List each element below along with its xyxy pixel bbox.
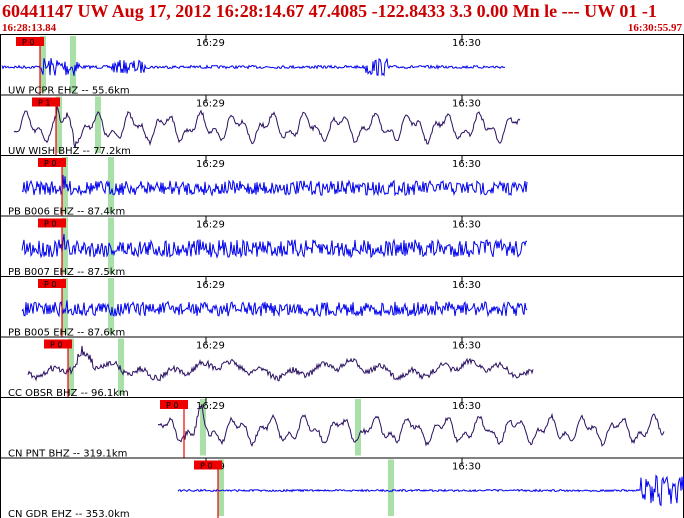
time-tick-label: 16:30	[452, 99, 481, 110]
waveform-trace[interactable]	[177, 474, 684, 507]
station-label: PB B007 EHZ -- 87.5km	[8, 267, 125, 278]
arrival-band	[108, 157, 114, 214]
pick-box[interactable]	[32, 97, 60, 107]
arrival-band	[108, 217, 114, 274]
waveform-trace[interactable]	[1, 58, 506, 77]
time-tick-label: 16:29	[196, 220, 225, 231]
waveform-trace[interactable]	[27, 345, 534, 382]
time-tick-label: 16:29	[196, 159, 225, 170]
time-tick-label: 16:30	[452, 220, 481, 231]
event-title: 60441147 UW Aug 17, 2012 16:28:14.67 47.…	[2, 1, 657, 21]
waveform-trace[interactable]	[21, 233, 527, 259]
arrival-band	[70, 36, 76, 93]
arrival-band	[40, 36, 46, 93]
arrival-band	[62, 157, 68, 214]
pick-box[interactable]	[160, 400, 188, 409]
station-label: PB B006 EHZ -- 87.4km	[8, 207, 125, 218]
time-tick-label: 16:30	[452, 38, 481, 49]
station-label: UW WISH BHZ -- 77.2km	[8, 146, 131, 157]
arrival-band	[118, 338, 124, 395]
waveform-trace[interactable]	[13, 106, 521, 148]
arrival-band	[218, 459, 224, 516]
time-tick-label: 16:29	[196, 99, 225, 110]
window-start-time: 16:28:13.84	[2, 22, 57, 34]
station-label: CN PNT BHZ -- 319.1km	[8, 449, 127, 460]
station-label: UW PCPR EHZ -- 55.6km	[8, 86, 130, 97]
pick-box[interactable]	[38, 218, 66, 228]
pick-label: P 0	[200, 462, 212, 471]
pick-label: P 0	[166, 401, 178, 410]
time-tick-label: 16:29	[196, 280, 225, 291]
waveform-trace[interactable]	[157, 404, 665, 447]
waveform-trace[interactable]	[21, 300, 528, 318]
pick-label: P 0	[44, 220, 56, 229]
time-tick-label: 16:29	[196, 341, 225, 352]
pick-box[interactable]	[38, 158, 66, 167]
time-tick-label: 16:30	[452, 462, 481, 473]
seismogram-panel[interactable]: 16:29 16:30 P 0 UW PCPR EHZ -- 55.6km 16:29 1…	[0, 34, 684, 518]
arrival-band	[68, 338, 74, 395]
arrival-band	[95, 96, 101, 153]
pick-label: P 0	[50, 341, 62, 350]
station-label: PB B005 EHZ -- 87.6km	[8, 328, 125, 339]
time-tick-label: 16:30	[452, 401, 481, 412]
arrival-band	[355, 399, 361, 456]
time-tick-label: 16:30	[452, 159, 481, 170]
pick-box[interactable]	[38, 279, 66, 288]
waveform-trace[interactable]	[21, 174, 528, 197]
pick-box[interactable]	[194, 460, 222, 470]
pick-box[interactable]	[16, 37, 44, 46]
station-label: CN GDR EHZ -- 353.0km	[8, 509, 130, 518]
arrival-band	[56, 96, 62, 153]
arrival-band	[108, 278, 114, 335]
pick-box[interactable]	[44, 339, 72, 349]
event-header: 60441147 UW Aug 17, 2012 16:28:14.67 47.…	[0, 0, 684, 36]
arrival-band	[388, 459, 394, 516]
window-end-time: 16:30:55.97	[627, 22, 682, 34]
time-tick-label: 16:29	[196, 38, 225, 49]
time-tick-label: 16:30	[452, 341, 481, 352]
time-tick-label: 16:29	[196, 401, 225, 412]
pick-label: P 1	[38, 99, 50, 108]
pick-label: P 0	[22, 38, 34, 47]
arrival-band	[200, 399, 206, 456]
arrival-band	[62, 278, 68, 335]
pick-label: P 0	[44, 280, 56, 289]
time-tick-label: 16:30	[452, 280, 481, 291]
pick-label: P 0	[44, 159, 56, 168]
station-label: CC OBSR BHZ -- 96.1km	[8, 388, 129, 399]
